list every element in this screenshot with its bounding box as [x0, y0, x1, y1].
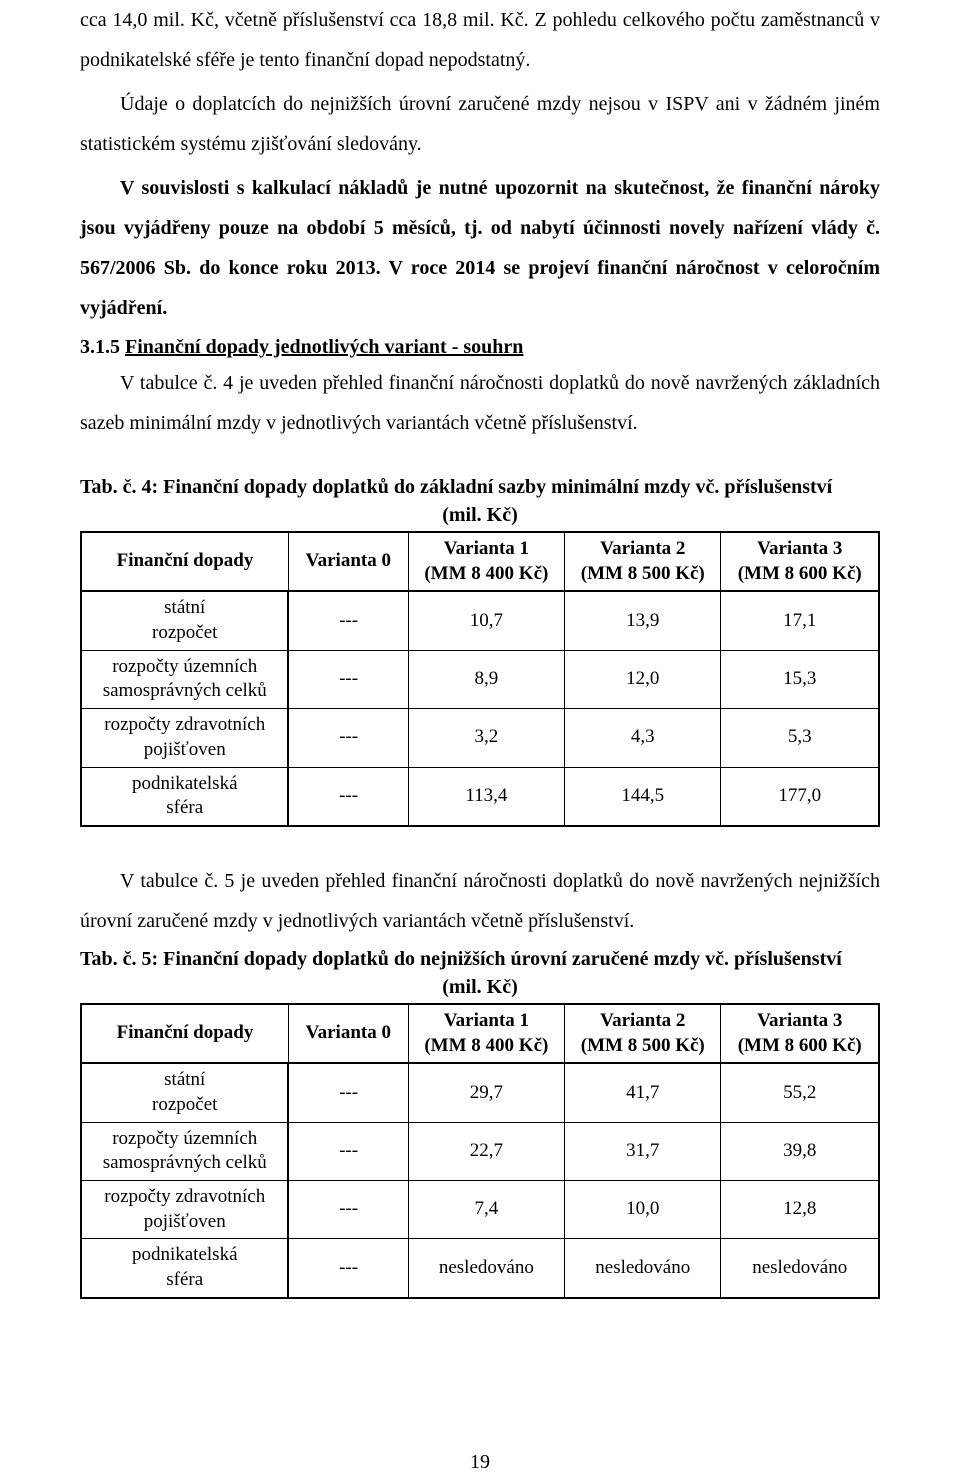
table4-h2: Varianta 1 (MM 8 400 Kč): [408, 532, 564, 591]
cell: 5,3: [721, 709, 879, 767]
cell: 144,5: [565, 767, 721, 826]
table4-caption-line2: (mil. Kč): [442, 504, 518, 526]
paragraph-1: cca 14,0 mil. Kč, včetně příslušenství c…: [80, 0, 880, 80]
table4-h2b: (MM 8 400 Kč): [415, 562, 558, 587]
table5-caption-line1: Tab. č. 5: Finanční dopady doplatků do n…: [80, 945, 880, 973]
table4-header-row: Finanční dopady Varianta 0 Varianta 1 (M…: [81, 532, 879, 591]
cell: 17,1: [721, 591, 879, 650]
table4-h3b: (MM 8 500 Kč): [571, 562, 714, 587]
cell: 10,7: [408, 591, 564, 650]
cell-label: rozpočty územníchsamosprávných celků: [81, 1122, 288, 1180]
table4-h4a: Varianta 3: [727, 537, 872, 562]
table5-h1: Varianta 0: [288, 1004, 408, 1063]
cell: ---: [288, 1239, 408, 1298]
cell-label: rozpočty zdravotníchpojišťoven: [81, 709, 288, 767]
table5-h2b: (MM 8 400 Kč): [415, 1034, 558, 1059]
section-number: 3.1.5: [80, 336, 125, 358]
paragraph-3: V souvislosti s kalkulací nákladů je nut…: [80, 168, 880, 328]
cell: 41,7: [565, 1063, 721, 1122]
table4-h3a: Varianta 2: [571, 537, 714, 562]
cell-label: státnírozpočet: [81, 591, 288, 650]
cell: 13,9: [565, 591, 721, 650]
table4: Finanční dopady Varianta 0 Varianta 1 (M…: [80, 531, 880, 827]
section-title: Finanční dopady jednotlivých variant - s…: [125, 336, 523, 358]
table5-h4a: Varianta 3: [727, 1009, 872, 1034]
table-row: rozpočty zdravotníchpojišťoven --- 3,2 4…: [81, 709, 879, 767]
table4-caption: Tab. č. 4: Finanční dopady doplatků do z…: [80, 473, 880, 529]
table-row: rozpočty zdravotníchpojišťoven --- 7,4 1…: [81, 1181, 879, 1239]
table4-h2a: Varianta 1: [415, 537, 558, 562]
cell: 55,2: [721, 1063, 879, 1122]
table5-h0: Finanční dopady: [81, 1004, 288, 1063]
cell: 7,4: [408, 1181, 564, 1239]
cell: 113,4: [408, 767, 564, 826]
cell: 15,3: [721, 650, 879, 708]
cell: 12,0: [565, 650, 721, 708]
table4-h1: Varianta 0: [288, 532, 408, 591]
table5-header-row: Finanční dopady Varianta 0 Varianta 1 (M…: [81, 1004, 879, 1063]
table-row: státnírozpočet --- 29,7 41,7 55,2: [81, 1063, 879, 1122]
cell: ---: [288, 1181, 408, 1239]
paragraph-2: Údaje o doplatcích do nejnižších úrovní …: [80, 84, 880, 164]
cell: 4,3: [565, 709, 721, 767]
cell: ---: [288, 1122, 408, 1180]
table5-caption: Tab. č. 5: Finanční dopady doplatků do n…: [80, 945, 880, 1001]
table5-h2: Varianta 1 (MM 8 400 Kč): [408, 1004, 564, 1063]
cell: 177,0: [721, 767, 879, 826]
table5-h4b: (MM 8 600 Kč): [727, 1034, 872, 1059]
table4-h3: Varianta 2 (MM 8 500 Kč): [565, 532, 721, 591]
table5-body: státnírozpočet --- 29,7 41,7 55,2 rozpoč…: [81, 1063, 879, 1298]
paragraph-5: V tabulce č. 5 je uveden přehled finančn…: [80, 861, 880, 941]
table4-caption-line1: Tab. č. 4: Finanční dopady doplatků do z…: [80, 473, 880, 501]
cell: 8,9: [408, 650, 564, 708]
section-heading: 3.1.5 Finanční dopady jednotlivých varia…: [80, 336, 880, 359]
table5-h1a: Varianta 0: [295, 1021, 402, 1046]
table5-h3: Varianta 2 (MM 8 500 Kč): [565, 1004, 721, 1063]
table5-caption-line2: (mil. Kč): [442, 976, 518, 998]
table4-h1a: Varianta 0: [295, 549, 402, 574]
table4-h4b: (MM 8 600 Kč): [727, 562, 872, 587]
cell: nesledováno: [565, 1239, 721, 1298]
table-row: rozpočty územníchsamosprávných celků ---…: [81, 650, 879, 708]
paragraph-4: V tabulce č. 4 je uveden přehled finančn…: [80, 363, 880, 443]
table4-h4: Varianta 3 (MM 8 600 Kč): [721, 532, 879, 591]
table-row: státnírozpočet --- 10,7 13,9 17,1: [81, 591, 879, 650]
table5-h4: Varianta 3 (MM 8 600 Kč): [721, 1004, 879, 1063]
table-row: podnikatelskásféra --- nesledováno nesle…: [81, 1239, 879, 1298]
cell: ---: [288, 1063, 408, 1122]
cell: 39,8: [721, 1122, 879, 1180]
table5-h2a: Varianta 1: [415, 1009, 558, 1034]
cell: nesledováno: [408, 1239, 564, 1298]
table5: Finanční dopady Varianta 0 Varianta 1 (M…: [80, 1003, 880, 1299]
table-row: podnikatelskásféra --- 113,4 144,5 177,0: [81, 767, 879, 826]
cell: 3,2: [408, 709, 564, 767]
cell: nesledováno: [721, 1239, 879, 1298]
cell-label: podnikatelskásféra: [81, 1239, 288, 1298]
cell: 12,8: [721, 1181, 879, 1239]
cell: ---: [288, 767, 408, 826]
cell-label: podnikatelskásféra: [81, 767, 288, 826]
cell: 31,7: [565, 1122, 721, 1180]
cell: ---: [288, 591, 408, 650]
cell: ---: [288, 650, 408, 708]
table5-h3b: (MM 8 500 Kč): [571, 1034, 714, 1059]
cell: 22,7: [408, 1122, 564, 1180]
table-row: rozpočty územníchsamosprávných celků ---…: [81, 1122, 879, 1180]
cell-label: státnírozpočet: [81, 1063, 288, 1122]
table5-h3a: Varianta 2: [571, 1009, 714, 1034]
cell: 29,7: [408, 1063, 564, 1122]
cell: 10,0: [565, 1181, 721, 1239]
page-number: 19: [0, 1451, 960, 1474]
table4-h0: Finanční dopady: [81, 532, 288, 591]
cell-label: rozpočty zdravotníchpojišťoven: [81, 1181, 288, 1239]
cell-label: rozpočty územníchsamosprávných celků: [81, 650, 288, 708]
cell: ---: [288, 709, 408, 767]
table4-body: státnírozpočet --- 10,7 13,9 17,1 rozpoč…: [81, 591, 879, 826]
